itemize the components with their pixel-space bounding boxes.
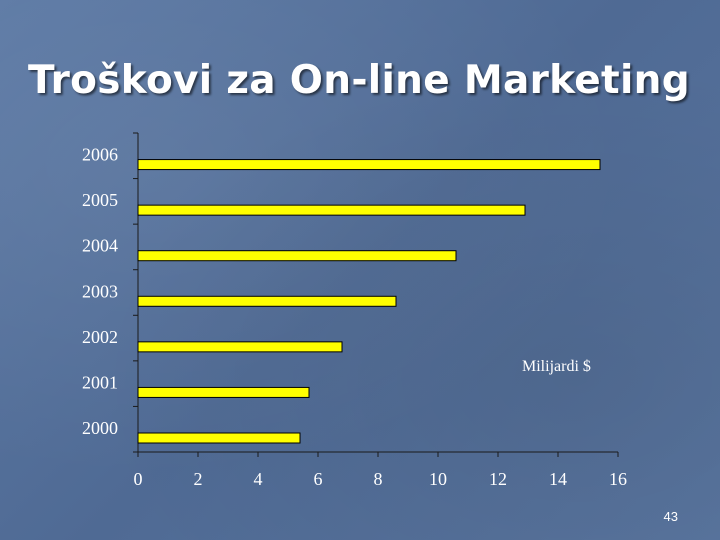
x-tick-label-6: 6: [314, 469, 323, 489]
bar-2003: [137, 295, 397, 307]
x-tick-label-0: 0: [134, 469, 143, 489]
category-labels: 2000 2001 2002 2003 2004 2005 2006: [82, 145, 118, 438]
category-label-2006: 2006: [82, 145, 118, 165]
bar-2002: [137, 341, 343, 353]
x-tick-label-2: 2: [194, 469, 203, 489]
chart-axes: [133, 132, 618, 453]
slide-title: Troškovi za On-line Marketing: [28, 58, 690, 103]
category-label-2005: 2005: [82, 190, 118, 210]
x-tick-label-14: 14: [549, 469, 567, 489]
category-label-2002: 2002: [82, 327, 118, 347]
bar-2004: [137, 250, 457, 262]
x-tick-label-10: 10: [429, 469, 447, 489]
bar-2006: [137, 159, 601, 171]
x-tick-label-16: 16: [609, 469, 627, 489]
x-tick-label-8: 8: [374, 469, 383, 489]
x-tick-labels: 0 2 4 6 8 10 12 14 16: [134, 452, 627, 489]
x-tick-label-4: 4: [254, 469, 263, 489]
category-label-2004: 2004: [82, 236, 118, 256]
chart-bars: [137, 159, 601, 444]
unit-annotation: Milijardi $: [522, 358, 591, 375]
x-tick-label-12: 12: [489, 469, 507, 489]
bar-2001: [137, 386, 310, 398]
category-label-2003: 2003: [82, 281, 118, 301]
category-label-2000: 2000: [82, 418, 118, 438]
bar-2000: [137, 432, 301, 444]
category-label-2001: 2001: [82, 372, 118, 392]
page-number: 43: [663, 509, 678, 524]
bar-2005: [137, 204, 526, 216]
